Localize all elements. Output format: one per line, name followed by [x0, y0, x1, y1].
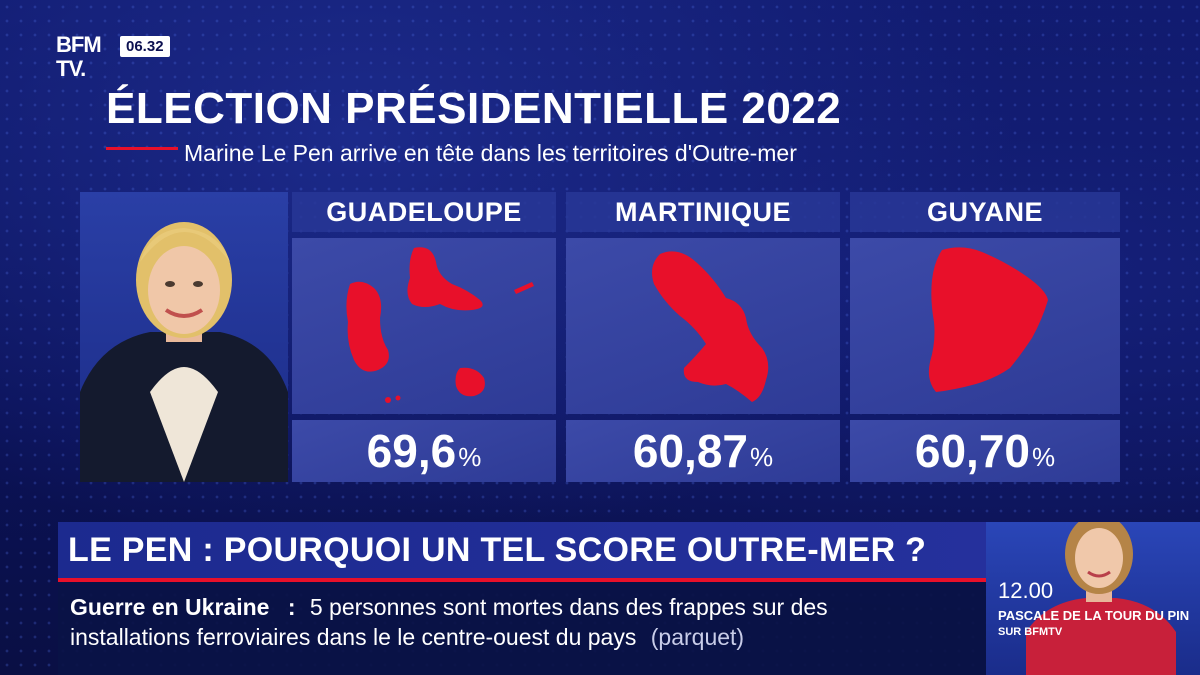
- headline-banner: LE PEN : POURQUOI UN TEL SCORE OUTRE-MER…: [58, 522, 986, 578]
- next-show-presenter: PASCALE DE LA TOUR DU PIN: [998, 608, 1190, 623]
- map-martinique: [566, 238, 840, 414]
- next-show-time: 12.00: [998, 578, 1054, 603]
- next-show-box: 12.00 PASCALE DE LA TOUR DU PIN SUR BFMT…: [986, 522, 1200, 675]
- score-martinique: 60,87 %: [566, 420, 840, 482]
- guadeloupe-shape: [346, 247, 534, 403]
- score-value: 60,87: [632, 425, 748, 477]
- territory-header-guyane: GUYANE: [850, 192, 1120, 232]
- guyane-shape: [928, 247, 1048, 392]
- graphic-title: ÉLECTION PRÉSIDENTIELLE 2022: [106, 84, 842, 133]
- ticker-separator: :: [287, 594, 296, 620]
- news-ticker: Guerre en Ukraine : 5 personnes sont mor…: [58, 582, 986, 675]
- territory-header-guadeloupe: GUADELOUPE: [292, 192, 556, 232]
- channel-logo: BFM TV.: [56, 32, 102, 81]
- ticker-source: (parquet): [650, 624, 745, 650]
- candidate-portrait: [80, 192, 288, 482]
- score-unit: %: [1032, 441, 1056, 472]
- martinique-shape: [652, 251, 769, 402]
- score-guadeloupe: 69,6 %: [292, 420, 556, 482]
- banner-accent-rule: [58, 578, 986, 582]
- ticker-line-1: Guerre en Ukraine : 5 personnes sont mor…: [70, 594, 828, 621]
- map-guadeloupe: [292, 238, 556, 414]
- score-value: 69,6: [366, 425, 457, 477]
- title-accent-rule: [106, 147, 178, 150]
- next-show-channel: SUR BFMTV: [998, 626, 1063, 638]
- candidate-photo-illustration: [80, 222, 288, 482]
- score-value: 60,70: [914, 425, 1030, 477]
- score-guyane: 60,70 %: [850, 420, 1120, 482]
- ticker-topic: Guerre en Ukraine: [70, 594, 270, 620]
- map-guyane: [850, 238, 1120, 414]
- clock: 06.32: [120, 36, 170, 57]
- score-unit: %: [458, 441, 482, 472]
- ticker-text-2: installations ferroviaires dans le le ce…: [70, 624, 637, 650]
- ticker-line-2: installations ferroviaires dans le le ce…: [70, 624, 744, 651]
- headline-text: LE PEN : POURQUOI UN TEL SCORE OUTRE-MER…: [68, 530, 927, 569]
- presenter-illustration: [1026, 522, 1176, 675]
- graphic-subtitle: Marine Le Pen arrive en tête dans les te…: [184, 140, 797, 166]
- territory-header-martinique: MARTINIQUE: [566, 192, 840, 232]
- score-unit: %: [750, 441, 774, 472]
- ticker-text-1: 5 personnes sont mortes dans des frappes…: [309, 594, 828, 620]
